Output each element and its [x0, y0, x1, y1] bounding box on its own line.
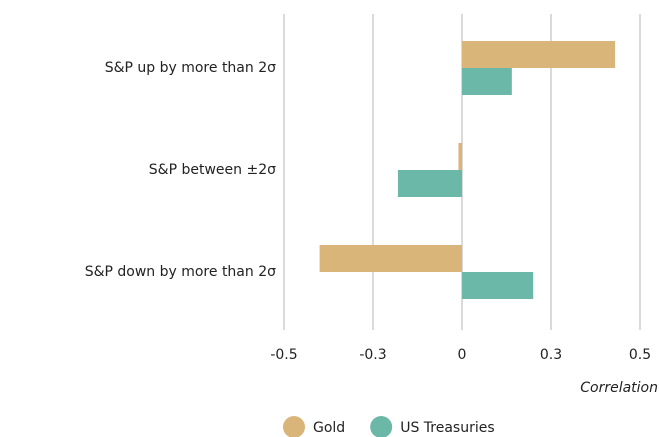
bar [458, 143, 462, 170]
bar [462, 41, 616, 68]
x-tick-label: -0.5 [270, 347, 297, 363]
legend-label: US Treasuries [400, 420, 494, 436]
y-tick-label: S&P up by more than 2σ [105, 60, 276, 76]
x-tick-label: 0 [458, 347, 467, 363]
bar [319, 245, 462, 272]
bar [462, 68, 512, 95]
bar [397, 170, 462, 197]
legend-label: Gold [313, 420, 345, 436]
x-tick-label: -0.3 [359, 347, 386, 363]
y-tick-label: S&P between ±2σ [149, 162, 276, 178]
legend-swatch [370, 416, 393, 437]
x-axis-label: Correlation [580, 380, 658, 396]
y-tick-label: S&P down by more than 2σ [85, 264, 276, 280]
x-tick-label: 0.3 [540, 347, 562, 363]
x-tick-label: 0.5 [629, 347, 651, 363]
legend-swatch [283, 416, 305, 437]
bar [462, 272, 534, 299]
